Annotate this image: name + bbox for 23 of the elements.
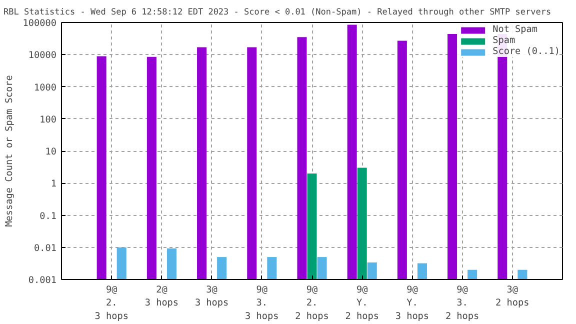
y-tick-label: 10000	[28, 50, 57, 62]
y-tick-label: 0.01	[34, 242, 57, 254]
x-tick-label: 9@ Y. 2 hops	[345, 284, 379, 322]
legend-label: Not Spam	[492, 24, 538, 35]
y-tick-label: 0.001	[28, 275, 57, 286]
x-tick-label: 3@ 3 hops	[194, 284, 229, 309]
x-tick-label: 9@ 3. 2 hops	[445, 284, 480, 322]
y-tick-label: 1	[50, 178, 57, 190]
legend-label: Score (0..1)	[492, 46, 560, 57]
x-tick-label: 9@ 2. 2 hops	[295, 284, 329, 322]
chart-title: RBL Statistics - Wed Sep 6 12:58:12 EDT 2023 - Score < 0.01 (Non-Spam) - Relayed through other SMTP servers	[4, 8, 552, 18]
y-tick-label: 10	[45, 146, 57, 158]
x-tick-label: 9@ Y. 3 hops	[395, 284, 430, 322]
y-tick-label: 0.1	[40, 210, 57, 222]
y-tick-label: 100	[40, 114, 57, 126]
legend-label: Spam	[492, 35, 516, 46]
y-tick-label: 1000	[34, 82, 57, 94]
x-tick-label: 9@ 2. 3 hops	[94, 284, 128, 322]
y-tick-label: 100000	[22, 18, 57, 29]
x-tick-label: 9@ 3. 3 hops	[245, 284, 279, 322]
x-tick-label: 2@ 3 hops	[144, 284, 179, 309]
x-tick-label: 3@ 2 hops	[496, 284, 530, 309]
y-axis-title: Message Count or Spam Score	[4, 74, 15, 227]
